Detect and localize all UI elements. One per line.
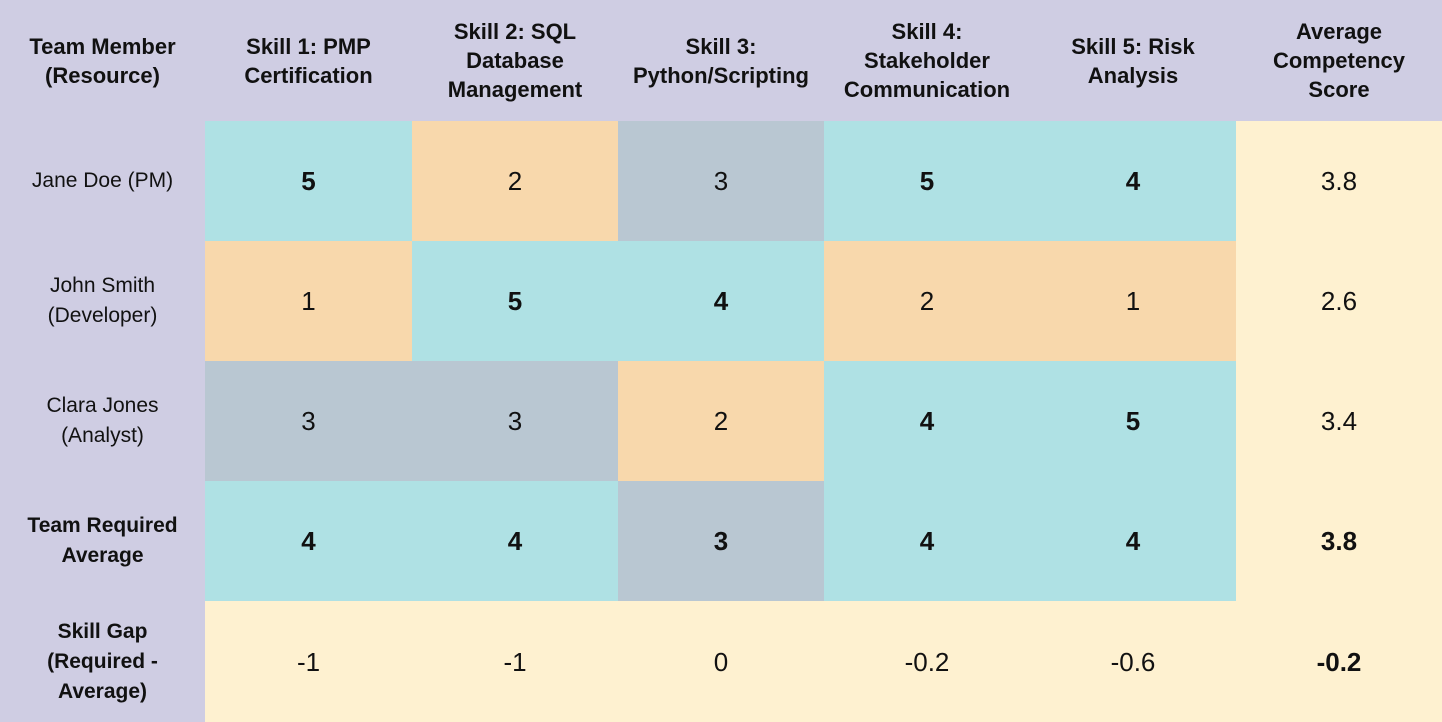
gap-cell: 0 <box>618 601 824 722</box>
score-cell: 3 <box>618 121 824 241</box>
average-cell: 2.6 <box>1236 241 1442 361</box>
header-skill-1: Skill 1: PMP Certification <box>205 0 412 121</box>
gap-cell: -0.6 <box>1030 601 1236 722</box>
score-cell: 2 <box>412 121 618 241</box>
gap-cell: -1 <box>205 601 412 722</box>
header-skill-5: Skill 5: Risk Analysis <box>1030 0 1236 121</box>
row-label-team-required-average: Team Required Average <box>0 481 205 601</box>
score-cell: 2 <box>618 361 824 481</box>
score-cell: 3 <box>205 361 412 481</box>
score-cell: 5 <box>824 121 1030 241</box>
score-cell: 4 <box>1030 121 1236 241</box>
row-label-jane-doe: Jane Doe (PM) <box>0 121 205 241</box>
score-cell: 5 <box>205 121 412 241</box>
required-cell: 4 <box>824 481 1030 601</box>
row-label-clara-jones: Clara Jones (Analyst) <box>0 361 205 481</box>
header-skill-2: Skill 2: SQL Database Management <box>412 0 618 121</box>
score-cell: 4 <box>824 361 1030 481</box>
score-cell: 5 <box>1030 361 1236 481</box>
required-cell: 4 <box>412 481 618 601</box>
score-cell: 3 <box>412 361 618 481</box>
average-cell: 3.8 <box>1236 121 1442 241</box>
average-cell: 3.4 <box>1236 361 1442 481</box>
header-team-member: Team Member (Resource) <box>0 0 205 121</box>
score-cell: 2 <box>824 241 1030 361</box>
gap-cell: -1 <box>412 601 618 722</box>
required-cell: 4 <box>1030 481 1236 601</box>
required-cell: 4 <box>205 481 412 601</box>
gap-cell: -0.2 <box>824 601 1030 722</box>
row-label-john-smith: John Smith (Developer) <box>0 241 205 361</box>
score-cell: 4 <box>618 241 824 361</box>
average-cell: -0.2 <box>1236 601 1442 722</box>
score-cell: 1 <box>1030 241 1236 361</box>
required-cell: 3 <box>618 481 824 601</box>
header-skill-4: Skill 4: Stakeholder Communication <box>824 0 1030 121</box>
score-cell: 5 <box>412 241 618 361</box>
header-skill-3: Skill 3: Python/Scripting <box>618 0 824 121</box>
row-label-skill-gap: Skill Gap (Required - Average) <box>0 601 205 722</box>
score-cell: 1 <box>205 241 412 361</box>
header-average-score: Average Competency Score <box>1236 0 1442 121</box>
average-cell: 3.8 <box>1236 481 1442 601</box>
